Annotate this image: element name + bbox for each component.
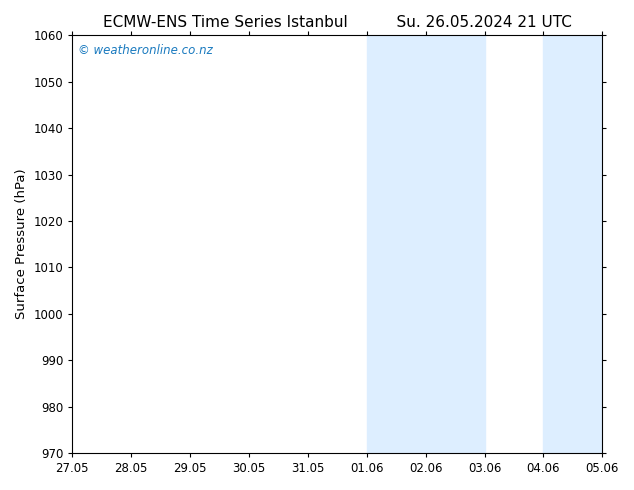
Bar <box>543 35 573 453</box>
Bar <box>573 35 602 453</box>
Text: © weatheronline.co.nz: © weatheronline.co.nz <box>77 44 212 57</box>
Title: ECMW-ENS Time Series Istanbul          Su. 26.05.2024 21 UTC: ECMW-ENS Time Series Istanbul Su. 26.05.… <box>103 15 572 30</box>
Bar <box>366 35 396 453</box>
Bar <box>396 35 484 453</box>
Y-axis label: Surface Pressure (hPa): Surface Pressure (hPa) <box>15 169 28 319</box>
